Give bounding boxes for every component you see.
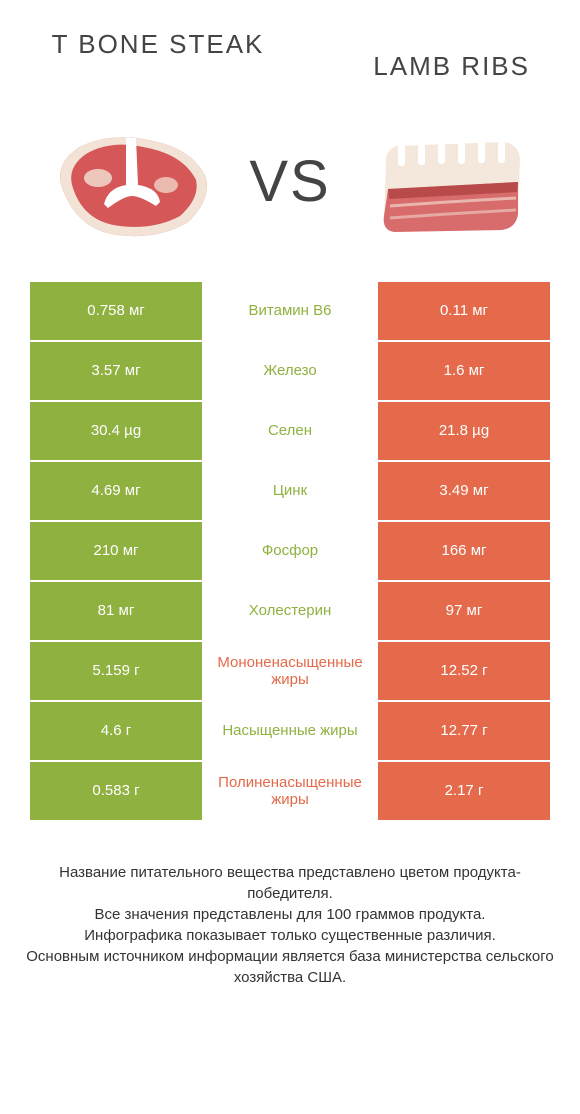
comparison-row: 4.69 мгЦинк3.49 мг [30,462,550,520]
left-value-cell: 5.159 г [30,642,202,700]
footer-line-1: Название питательного вещества представл… [24,862,556,904]
ribs-illustration [374,134,524,239]
right-value-cell: 2.17 г [378,762,550,820]
right-value-cell: 1.6 мг [378,342,550,400]
comparison-table: 0.758 мгВитамин B60.11 мг3.57 мгЖелезо1.… [0,282,580,820]
comparison-row: 4.6 гНасыщенные жиры12.77 г [30,702,550,760]
right-value-cell: 0.11 мг [378,282,550,340]
nutrient-label-cell: Цинк [204,462,376,520]
nutrient-label-cell: Холестерин [204,582,376,640]
left-value-cell: 0.758 мг [30,282,202,340]
right-value-cell: 12.52 г [378,642,550,700]
right-value-cell: 21.8 µg [378,402,550,460]
nutrient-label-cell: Полиненасыщенные жиры [204,762,376,820]
comparison-row: 5.159 гМононенасыщенные жиры12.52 г [30,642,550,700]
right-product-title: LAMB RIBS [314,30,530,82]
nutrient-label-cell: Железо [204,342,376,400]
right-product-image [360,112,540,252]
right-value-cell: 3.49 мг [378,462,550,520]
footer-line-3: Инфографика показывает только существенн… [24,925,556,946]
comparison-row: 0.583 гПолиненасыщенные жиры2.17 г [30,762,550,820]
comparison-row: 3.57 мгЖелезо1.6 мг [30,342,550,400]
header: T BONE STEAK LAMB RIBS [0,0,580,92]
vs-label: VS [249,148,330,215]
right-value-cell: 166 мг [378,522,550,580]
comparison-row: 210 мгФосфор166 мг [30,522,550,580]
footer-notes: Название питательного вещества представл… [0,822,580,988]
footer-line-4: Основным источником информации является … [24,946,556,988]
left-product-title: T BONE STEAK [50,30,266,60]
nutrient-label-cell: Селен [204,402,376,460]
left-value-cell: 210 мг [30,522,202,580]
left-value-cell: 3.57 мг [30,342,202,400]
right-value-cell: 97 мг [378,582,550,640]
nutrient-label-cell: Мононенасыщенные жиры [204,642,376,700]
right-value-cell: 12.77 г [378,702,550,760]
comparison-row: 81 мгХолестерин97 мг [30,582,550,640]
left-value-cell: 4.6 г [30,702,202,760]
images-row: VS [0,92,580,282]
nutrient-label-cell: Фосфор [204,522,376,580]
left-value-cell: 4.69 мг [30,462,202,520]
comparison-row: 30.4 µgСелен21.8 µg [30,402,550,460]
comparison-row: 0.758 мгВитамин B60.11 мг [30,282,550,340]
nutrient-label-cell: Насыщенные жиры [204,702,376,760]
left-value-cell: 0.583 г [30,762,202,820]
left-value-cell: 30.4 µg [30,402,202,460]
left-value-cell: 81 мг [30,582,202,640]
nutrient-label-cell: Витамин B6 [204,282,376,340]
footer-line-2: Все значения представлены для 100 граммо… [24,904,556,925]
left-product-image [40,112,220,252]
steak-illustration [48,130,213,245]
